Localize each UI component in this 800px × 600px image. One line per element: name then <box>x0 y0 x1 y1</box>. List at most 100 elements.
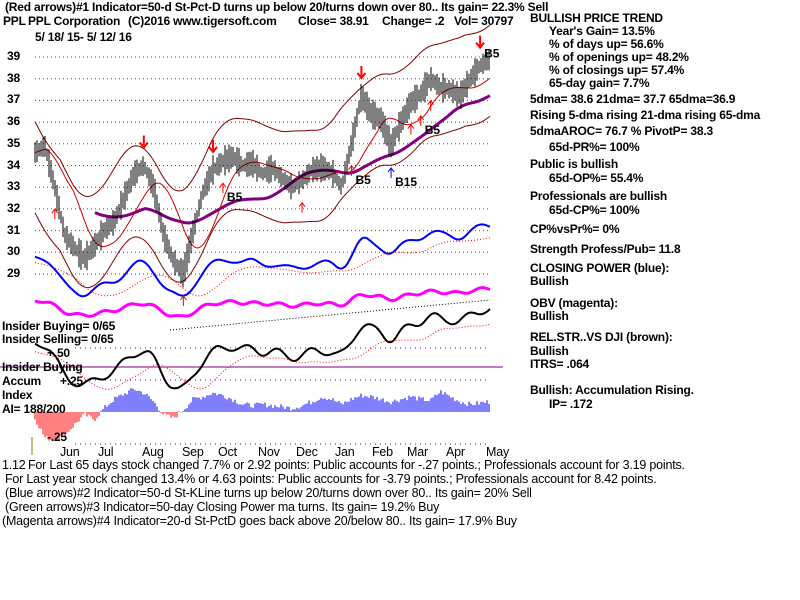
op-65: 65d-OP%= 55.4% <box>549 171 644 185</box>
signal-label: B5 <box>356 173 372 187</box>
closing-power-status: Bullish <box>530 274 569 288</box>
date-range: 5/ 18/ 15- 5/ 12/ 16 <box>35 30 132 44</box>
arrow-head-icon <box>387 167 395 173</box>
signal-line-red: (Red arrows)#1 Indicator=50-d St-Pct-D t… <box>5 0 549 14</box>
gain-65: 65-day gain= 7.7% <box>549 76 650 90</box>
signal-label: B5 <box>227 190 243 204</box>
signal-label: B15 <box>395 175 417 189</box>
ticker: PPL <box>3 14 26 28</box>
arrow-head-icon <box>219 182 227 188</box>
arrow-head-icon <box>298 201 306 207</box>
insider-buying-label: Insider Buying <box>2 360 83 374</box>
public-status: Public is bullish <box>530 157 618 171</box>
month-label: Jul <box>98 445 114 459</box>
month-label: Feb <box>372 445 393 459</box>
month-label: Sep <box>182 445 204 459</box>
trend-title: BULLISH PRICE TREND <box>530 11 663 25</box>
month-label: Dec <box>296 445 318 459</box>
strength-ratio: Strength Profess/Pub= 11.8 <box>530 242 681 256</box>
openings-up: % of openings up= 48.2% <box>549 50 689 64</box>
pros-status: Professionals are bullish <box>530 189 668 203</box>
accum-tick-plus50: +.50 <box>47 346 70 360</box>
accum-tick-plus25: +.25 <box>60 374 83 388</box>
obv-line <box>34 286 491 318</box>
footer-blue-arrows: (Blue arrows)#2 Indicator=50-d St-KLine … <box>5 486 532 500</box>
accum-label: Accum <box>2 374 42 388</box>
ma-65 <box>94 94 491 225</box>
price-tick-label: 36 <box>7 114 20 129</box>
price-tick-label: 37 <box>7 92 20 107</box>
closings-up: % of closings up= 57.4% <box>549 63 685 77</box>
ma-21 <box>34 77 491 249</box>
cp-65: 65d-CP%= 100% <box>549 203 640 217</box>
closing-power-ma <box>34 237 491 297</box>
price-tick-label: 30 <box>7 244 20 259</box>
month-label: Apr <box>446 445 465 459</box>
change-value: Change= .2 <box>382 14 445 28</box>
dma-values: 5dma= 38.6 21dma= 37.7 65dma=36.9 <box>530 92 736 106</box>
price-tick-label: 35 <box>7 135 20 150</box>
lower-band <box>34 115 491 289</box>
price-tick-label: 33 <box>7 179 20 194</box>
ai-value: AI= 188/200 <box>2 402 66 416</box>
copyright: (C)2016 www.tigersoft.com <box>128 14 277 28</box>
month-label: Oct <box>218 445 237 459</box>
month-label: Jun <box>60 445 80 459</box>
ip-value: IP= .172 <box>549 397 593 411</box>
rising-dma: Rising 5-dma rising 21-dma rising 65-dma <box>530 108 761 122</box>
price-tick-label: 38 <box>7 70 20 85</box>
upper-band <box>34 24 491 198</box>
accum-tick-minus25: -.25 <box>47 430 67 444</box>
month-label: Nov <box>258 445 280 459</box>
relstr-label: REL.STR..VS DJI (brown): <box>530 330 673 344</box>
arrow-head-icon <box>407 123 415 129</box>
accum-status: Bullish: Accumulation Rising. <box>530 383 694 397</box>
footer-65day: For Last 65 days stock changed 7.7% or 2… <box>28 458 685 472</box>
price-tick-label: 39 <box>7 49 20 63</box>
index-label: Index <box>2 388 33 402</box>
price-tick-label: 32 <box>7 200 20 215</box>
obv-status: Bullish <box>530 309 569 323</box>
rel-strength-line <box>34 308 491 390</box>
month-label: Jan <box>335 445 355 459</box>
price-tick-label: 29 <box>7 266 20 280</box>
signal-label: B5 <box>425 123 441 137</box>
footer-year: For Last year stock changed 13.4% or 4.6… <box>5 472 657 486</box>
days-up: % of days up= 56.6% <box>549 37 664 51</box>
pr-65: 65d-PR%= 100% <box>549 140 640 154</box>
itrs-value: ITRS= .064 <box>530 357 590 371</box>
obv-trendline <box>169 299 491 331</box>
footer-green-arrows: (Green arrows)#3 Indicator=50-day Closin… <box>5 500 440 514</box>
arrow-head-icon <box>348 164 355 171</box>
insider-buying: Insider Buying= 0/65 <box>2 319 116 333</box>
arrow-head-icon <box>139 141 149 150</box>
insider-selling: Insider Selling= 0/65 <box>2 332 114 346</box>
arrow-head-icon <box>51 208 59 214</box>
arrow-head-icon <box>356 72 367 80</box>
arrow-head-icon <box>179 295 187 301</box>
arrow-head-icon <box>427 99 435 105</box>
relstr-status: Bullish <box>530 344 569 358</box>
obv-label: OBV (magenta): <box>530 296 618 310</box>
rel-strength-ma <box>34 323 491 390</box>
footer-overlap: 1.12 <box>2 458 26 472</box>
company-name: PPL Corporation <box>28 14 121 28</box>
arrow-head-icon <box>208 146 218 154</box>
arrow-head-icon <box>417 115 425 121</box>
cp-vs-pr: CP%vsPr%= 0% <box>530 222 620 236</box>
aroc-pivot: 5dmaAROC= 76.7 % PivotP= 38.3 <box>530 124 713 138</box>
price-tick-label: 31 <box>7 222 20 237</box>
close-value: Close= 38.91 <box>298 14 369 28</box>
closing-power-label: CLOSING POWER (blue): <box>530 261 670 275</box>
years-gain: Year's Gain= 13.5% <box>549 24 655 38</box>
month-label: May <box>486 445 510 459</box>
month-label: Aug <box>142 445 164 459</box>
volume-value: Vol= 30797 <box>454 14 514 28</box>
price-tick-label: 34 <box>7 157 20 172</box>
signal-label: B5 <box>484 47 500 61</box>
month-label: Mar <box>407 445 428 459</box>
closing-power-line <box>34 223 491 298</box>
footer-magenta-arrows: (Magenta arrows)#4 Indicator=20-d St-Pct… <box>2 514 517 528</box>
arrow-head-icon <box>475 42 485 50</box>
